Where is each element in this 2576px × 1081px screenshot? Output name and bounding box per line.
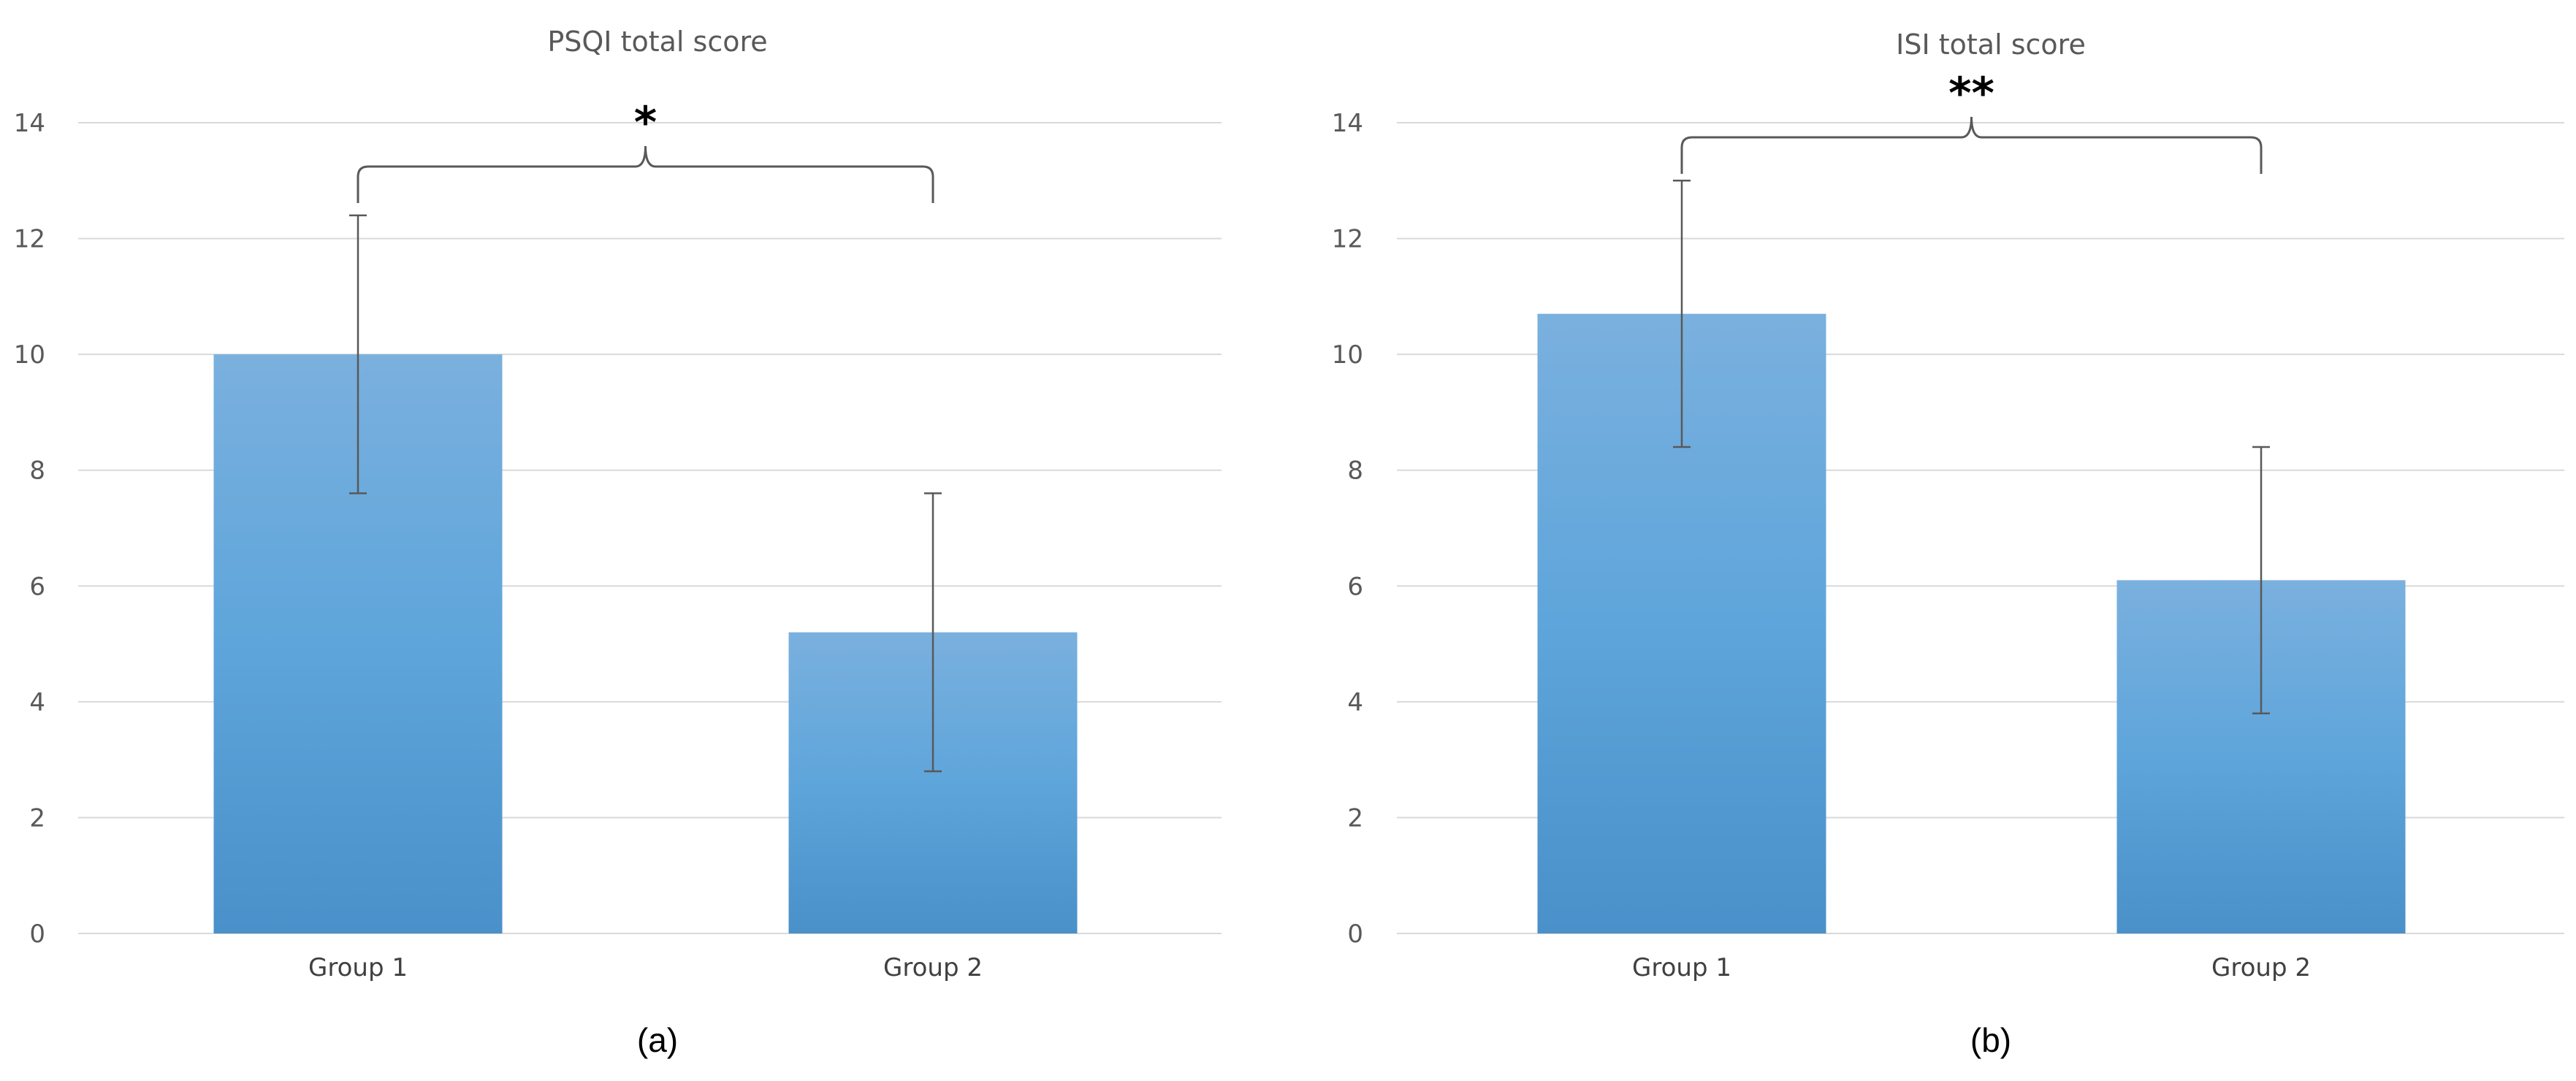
error-bar [924,492,942,773]
y-tick-label: 14 [1332,109,1363,138]
y-tick-label: 4 [29,688,45,717]
y-tick-label: 14 [14,109,45,138]
y-tick-label: 8 [1347,457,1363,486]
y-tick-label: 2 [29,803,45,833]
chart-title: PSQI total score [547,26,767,58]
y-tick-label: 8 [29,457,45,486]
chart-panel-b: ISI total score 0 2 4 6 8 10 12 14 Group 1 Group… [1332,28,2564,1059]
x-category-label: Group 2 [883,953,983,982]
error-bar [1673,180,1691,448]
significance-bracket [357,145,934,203]
y-tick-label: 4 [1347,688,1363,717]
significance-bracket [1680,116,2263,174]
panel-label: (a) [637,1021,678,1059]
y-tick-label: 12 [1332,225,1363,254]
y-tick-label: 2 [1347,803,1363,833]
x-category-label: Group 2 [2211,953,2311,982]
error-bar [349,214,367,494]
chart-panel-a: PSQI total score 0 2 4 6 8 10 12 14 Group 1 Grou… [14,26,1222,1059]
x-category-label: Group 1 [308,953,408,982]
y-tick-label: 10 [14,340,45,370]
y-tick-label: 0 [29,920,45,949]
significance-marker: ** [1948,68,1994,119]
y-tick-label: 0 [1347,920,1363,949]
y-tick-label: 6 [1347,572,1363,601]
panel-label: (b) [1970,1021,2011,1059]
error-bar [2252,446,2270,714]
y-tick-label: 10 [1332,340,1363,370]
y-tick-label: 6 [29,572,45,601]
y-tick-label: 12 [14,225,45,254]
x-category-label: Group 1 [1632,953,1731,982]
chart-title: ISI total score [1896,28,2086,61]
significance-marker: * [634,97,657,148]
